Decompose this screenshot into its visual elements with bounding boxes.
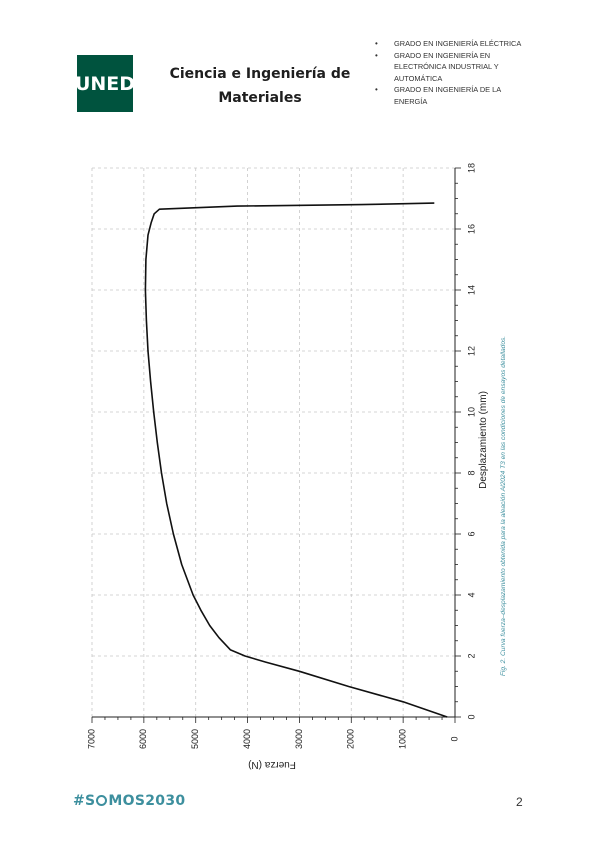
x-tick-label: 14 <box>466 285 476 295</box>
x-tick-label: 0 <box>466 714 476 719</box>
tick-labels: 0 2 4 6 8 10 12 14 16 18 0 1000 2000 3000 4000 5000 6000… <box>86 163 476 749</box>
x-tick-label: 8 <box>466 470 476 475</box>
program-item: GRADO EN INGENIERÍA EN ELECTRÓNICA INDUS… <box>375 50 535 85</box>
y-tick-label: 6000 <box>138 729 148 749</box>
title-line-2: Materiales <box>218 90 302 106</box>
hashtag-prefix: #S <box>73 793 96 809</box>
grid <box>91 167 455 717</box>
x-tick-label: 4 <box>466 592 476 597</box>
title-line-1: Ciencia e Ingeniería de <box>169 66 351 82</box>
y-tick-label: 5000 <box>190 729 200 749</box>
x-tick-label: 16 <box>466 224 476 234</box>
logo-text: UNED <box>74 72 136 95</box>
program-item: GRADO EN INGENIERÍA DE LA ENERGÍA <box>375 84 535 107</box>
y-axis-label: Fuerza (N) <box>248 759 296 770</box>
x-tick-label: 18 <box>466 163 476 173</box>
figure-caption: Fig. 2. Curva fuerza–desplazamiento obte… <box>500 336 507 676</box>
force-displacement-curve <box>144 202 448 718</box>
program-item: GRADO EN INGENIERÍA ELÉCTRICA <box>375 38 535 50</box>
y-tick-label: 0 <box>449 736 459 741</box>
document-title: Ciencia e Ingeniería de Materiales <box>160 62 360 110</box>
y-tick-label: 3000 <box>294 729 304 749</box>
hashtag-suffix: MOS2030 <box>108 793 186 809</box>
somos2030-hashtag: #S MOS2030 <box>73 793 185 809</box>
y-tick-label: 2000 <box>346 729 356 749</box>
x-tick-label: 6 <box>466 531 476 536</box>
y-tick-label: 7000 <box>86 729 96 749</box>
x-tick-label: 12 <box>466 346 476 356</box>
page-number: 2 <box>516 795 523 809</box>
axes <box>91 167 461 723</box>
x-tick-label: 10 <box>466 407 476 417</box>
y-tick-label: 1000 <box>398 729 408 749</box>
x-axis-label: Desplazamiento (mm) <box>478 391 489 489</box>
ring-icon <box>96 795 108 806</box>
y-tick-label: 4000 <box>242 729 252 749</box>
uned-logo: UNED <box>74 55 136 112</box>
x-tick-label: 2 <box>466 653 476 658</box>
degree-programs-list: GRADO EN INGENIERÍA ELÉCTRICA GRADO EN I… <box>375 38 535 107</box>
